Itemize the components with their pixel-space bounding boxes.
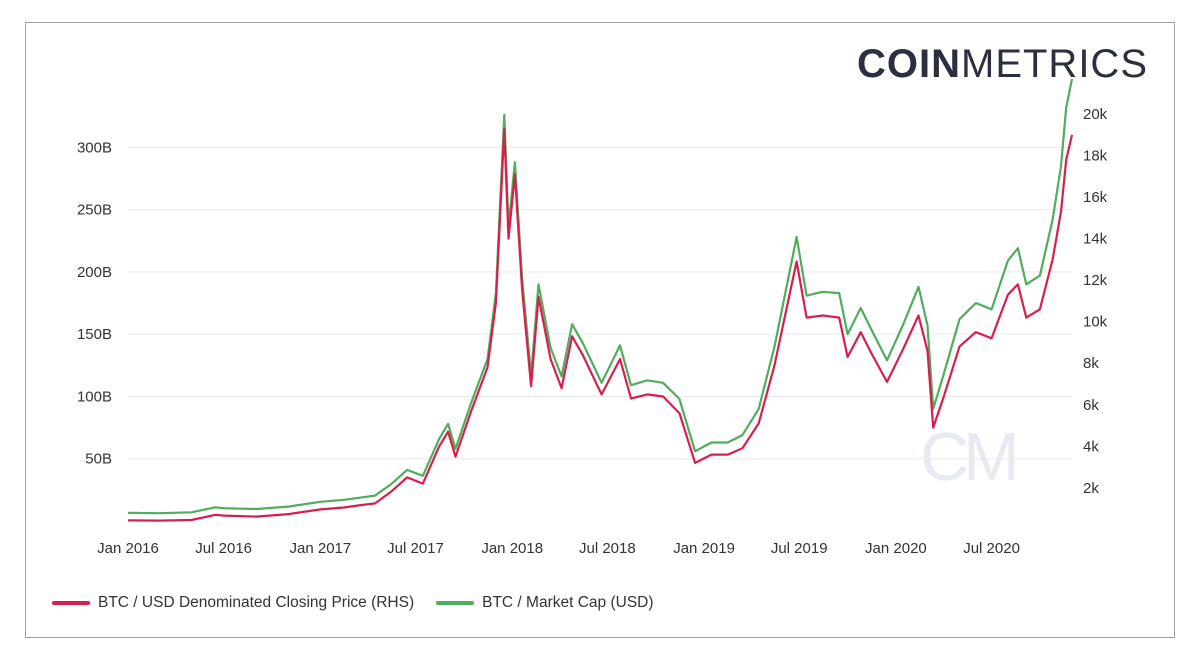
chart-frame: [25, 22, 1175, 638]
legend-item-price[interactable]: BTC / USD Denominated Closing Price (RHS…: [52, 594, 414, 612]
legend-item-marketcap[interactable]: BTC / Market Cap (USD): [436, 594, 654, 612]
coinmetrics-logo: COINMETRICS: [857, 44, 1148, 84]
x-axis-tick: Jul 2018: [579, 540, 636, 557]
x-axis-tick: Jul 2020: [963, 540, 1020, 557]
logo-light-text: METRICS: [961, 42, 1148, 86]
right-axis-tick: 20k: [1083, 106, 1108, 123]
left-axis-tick: 300B: [77, 139, 112, 156]
x-axis-tick: Jan 2017: [290, 540, 352, 557]
right-axis-tick: 6k: [1083, 397, 1099, 414]
right-axis-tick: 4k: [1083, 438, 1099, 455]
cm-watermark: CM: [920, 419, 1020, 495]
x-axis-tick: Jul 2019: [771, 540, 828, 557]
legend-label-marketcap: BTC / Market Cap (USD): [482, 594, 654, 611]
series-line-marketcap: [127, 78, 1074, 515]
right-axis-tick: 10k: [1083, 314, 1108, 331]
line-chart: 50B 100B 150B 200B 250B 300B 2k 4k 6k 8k 10k 12k 14k…: [77, 78, 1108, 557]
left-axis-tick: 150B: [77, 326, 112, 343]
right-axis-tick: 16k: [1083, 189, 1108, 206]
right-axis-tick: 14k: [1083, 231, 1108, 248]
legend-swatch-marketcap: [436, 601, 475, 605]
x-axis-tick: Jan 2018: [481, 540, 543, 557]
x-axis-tick: Jan 2020: [865, 540, 927, 557]
logo-bold-text: COIN: [857, 42, 961, 86]
right-axis-tick: 8k: [1083, 355, 1099, 372]
right-axis-tick: 2k: [1083, 480, 1099, 497]
x-axis-tick: Jul 2017: [387, 540, 444, 557]
x-axis-tick: Jan 2016: [97, 540, 159, 557]
left-axis-tick: 50B: [85, 451, 112, 468]
chart-legend: BTC / USD Denominated Closing Price (RHS…: [52, 594, 676, 612]
left-axis-tick: 100B: [77, 388, 112, 405]
left-axis-tick: 250B: [77, 202, 112, 219]
x-axis-tick: Jul 2016: [195, 540, 252, 557]
left-axis-tick: 200B: [77, 264, 112, 281]
series-line-price: [127, 127, 1074, 522]
right-axis-tick: 18k: [1083, 148, 1108, 165]
right-axis-tick: 12k: [1083, 272, 1108, 289]
legend-label-price: BTC / USD Denominated Closing Price (RHS…: [98, 594, 415, 611]
legend-swatch-price: [52, 601, 90, 605]
x-axis-tick: Jan 2019: [673, 540, 735, 557]
